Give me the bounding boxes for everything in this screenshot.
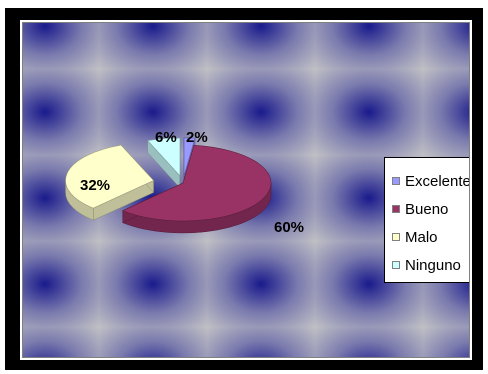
legend-label-ninguno: Ninguno <box>405 256 461 274</box>
legend-label-bueno: Bueno <box>405 200 449 218</box>
legend-item-ninguno: Ninguno <box>392 251 469 279</box>
pie-slice-bueno <box>122 144 272 222</box>
legend-item-excelente: Excelente <box>392 167 470 195</box>
legend-label-malo: Malo <box>405 228 438 246</box>
legend: Excelente Bueno Malo Ninguno <box>384 157 470 283</box>
pie-slice-ninguno <box>147 137 181 177</box>
legend-swatch-bueno <box>392 205 400 213</box>
legend-label-excelente: Excelente <box>405 172 470 190</box>
data-label-ninguno: 6% <box>155 129 177 146</box>
plot-area: 2% 60% 32% 6% Excelente Bueno Malo Ningu… <box>22 22 470 358</box>
data-label-bueno: 60% <box>274 219 305 236</box>
pie-slices <box>65 137 272 234</box>
legend-swatch-malo <box>392 233 400 241</box>
legend-item-malo: Malo <box>392 223 469 251</box>
data-label-malo: 32% <box>80 177 111 194</box>
pie-slice-excelente <box>183 137 196 176</box>
data-label-excelente: 2% <box>186 129 208 146</box>
legend-swatch-ninguno <box>392 261 400 269</box>
pie-slice-malo <box>65 144 155 209</box>
legend-item-bueno: Bueno <box>392 195 469 223</box>
legend-swatch-excelente <box>392 177 400 185</box>
